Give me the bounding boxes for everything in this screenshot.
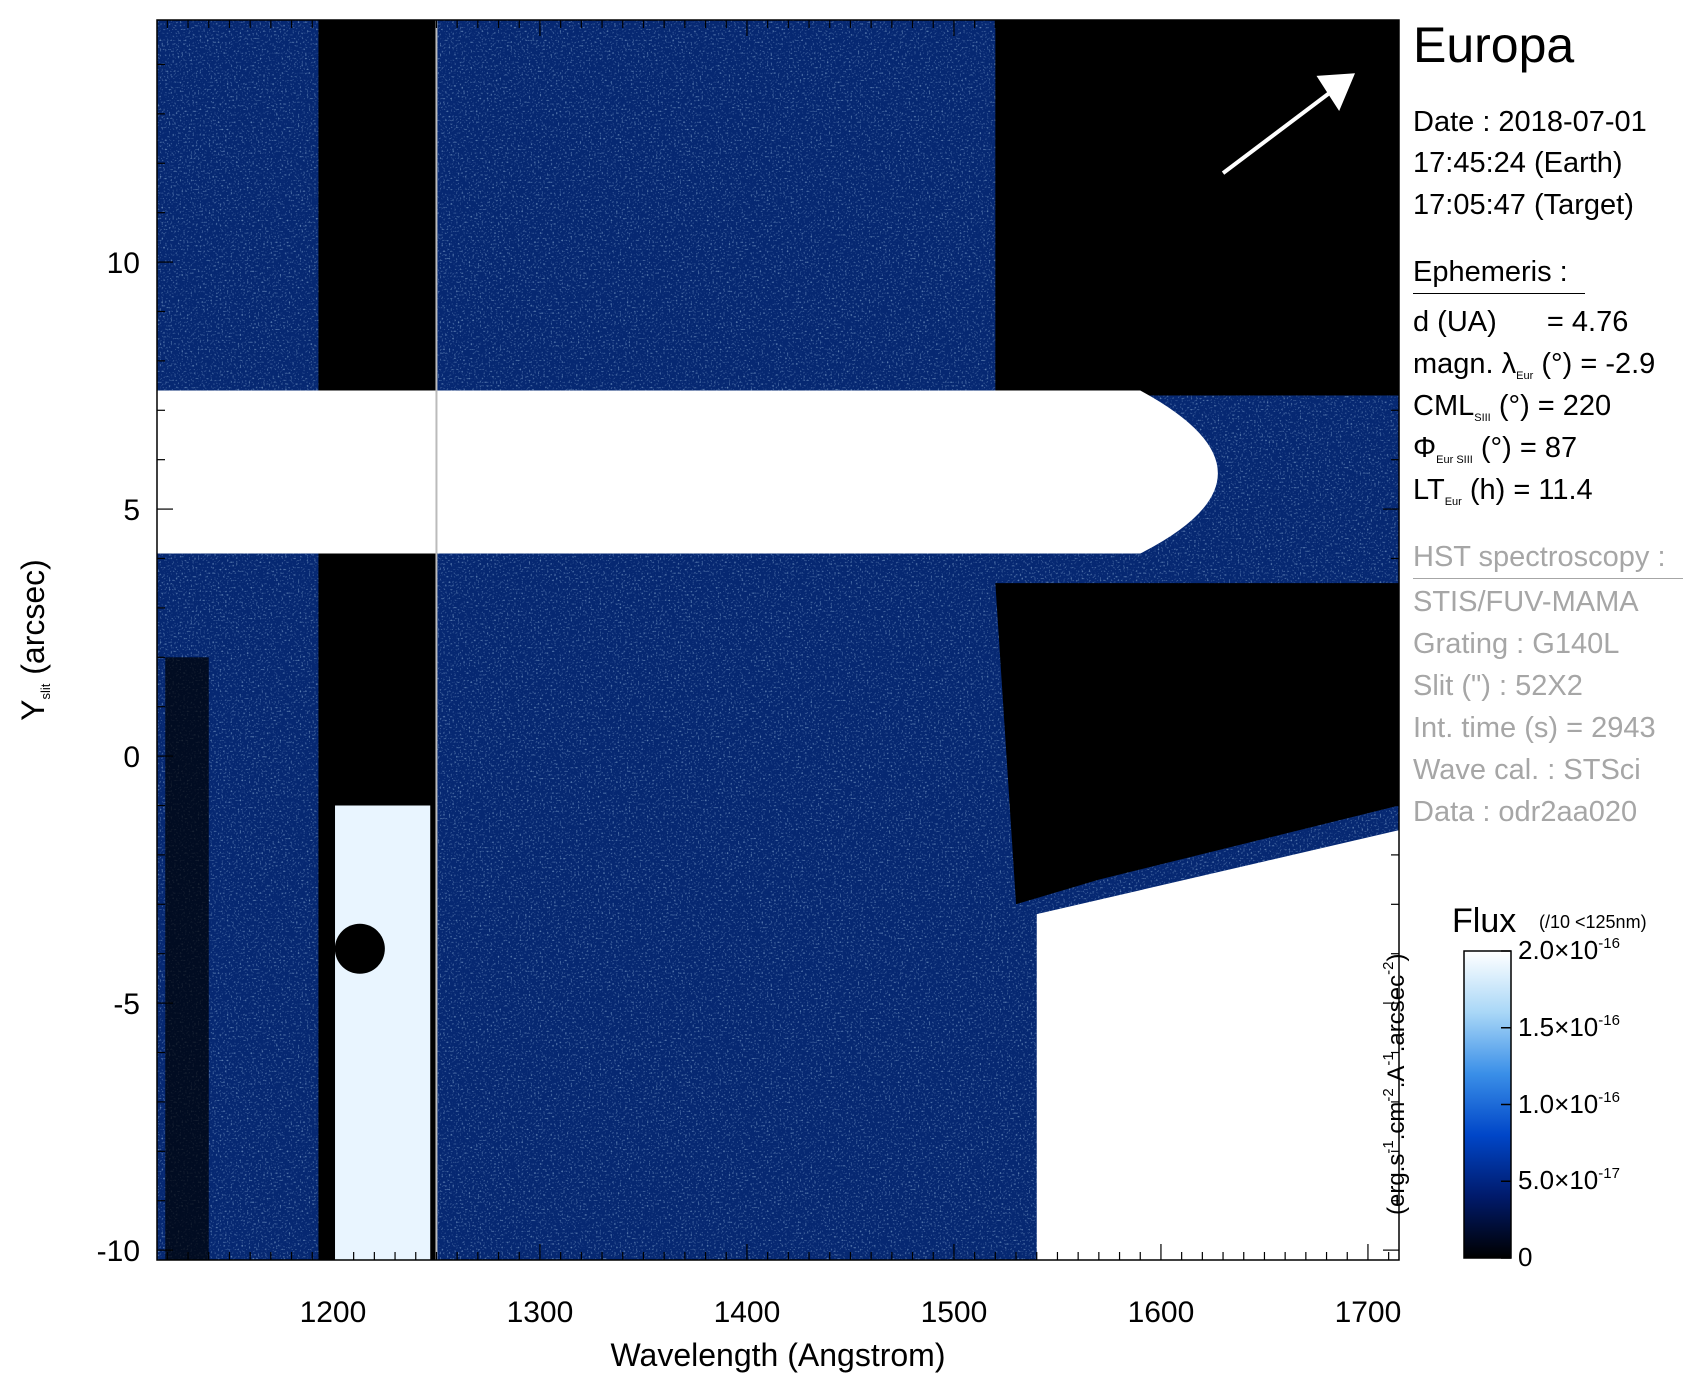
y-axis-label: Yslit (arcsec): [15, 559, 53, 721]
cml-sub: SIII: [1474, 412, 1491, 424]
hst-instrument: STIS/FUV-MAMA: [1413, 586, 1639, 618]
hst-header: HST spectroscopy :: [1413, 541, 1666, 573]
colorbar-tick-label: 5.0×10-17: [1518, 1165, 1620, 1196]
ephemeris-cml: CMLSIII (°) = 220: [1413, 389, 1611, 435]
y-tick-label: 0: [123, 741, 140, 774]
phi-value: = 87: [1519, 432, 1578, 464]
earth-time: 17:45:24 (Earth): [1413, 147, 1623, 179]
distance-label: d (UA): [1413, 306, 1497, 338]
y-tick-label: -10: [97, 1235, 140, 1268]
ephemeris-underline: [1413, 293, 1585, 294]
latitude-unit: (°): [1541, 348, 1573, 380]
y-tick-label: -5: [113, 988, 140, 1021]
phi-unit: (°): [1480, 432, 1512, 464]
x-tick-label: 1400: [714, 1296, 781, 1329]
phi-label: Φ: [1413, 432, 1437, 464]
heatmap-image: [157, 20, 1399, 1260]
ephemeris-distance: d (UA) = 4.76: [1413, 305, 1628, 339]
lt-unit: (h): [1469, 474, 1506, 506]
cml-label: CML: [1413, 390, 1475, 422]
x-tick-label: 1300: [507, 1296, 574, 1329]
saturated-emission-band: [157, 390, 1218, 554]
hst-underline: [1413, 578, 1683, 579]
colorbar-tick-label: 2.0×10-16: [1518, 935, 1620, 965]
date-line: Date : 2018-07-01: [1413, 106, 1647, 138]
target-time: 17:05:47 (Target): [1413, 189, 1634, 221]
x-tick-label: 1500: [921, 1296, 988, 1329]
europa-disk-shadow: [334, 923, 385, 974]
ephemeris-lt: LTEur (h) = 11.4: [1413, 473, 1593, 519]
hst-int-time: Int. time (s) = 2943: [1413, 712, 1656, 744]
cml-value: = 220: [1537, 390, 1612, 422]
dark-left-edge: [165, 657, 209, 1260]
latitude-value: = -2.9: [1580, 348, 1656, 380]
x-tick-label: 1600: [1128, 1296, 1195, 1329]
x-tick-label: 1200: [300, 1296, 367, 1329]
colorbar-tick-label: 1.0×10-16: [1518, 1088, 1620, 1119]
hst-data: Data : odr2aa020: [1413, 796, 1638, 828]
distance-value: = 4.76: [1546, 306, 1629, 338]
lt-sub: Eur: [1444, 496, 1462, 508]
direction-arrow-head: [1316, 73, 1356, 112]
plot-frame: [156, 19, 1400, 1261]
hst-wave-cal: Wave cal. : STSci: [1413, 754, 1641, 786]
direction-arrow: [1221, 82, 1343, 175]
lyman-alpha-bright-patch: [335, 805, 431, 1260]
target-name: Europa: [1413, 17, 1575, 73]
colorbar-unit: (erg.s-1.cm-2.A-1.arcsec-2): [1380, 953, 1410, 1215]
x-axis-label: Wavelength (Angstrom): [611, 1337, 946, 1373]
lt-label: LT: [1413, 474, 1445, 506]
colorbar-title: Flux: [1452, 902, 1517, 940]
latitude-sub: Eur: [1516, 370, 1534, 382]
colorbar: [1463, 950, 1512, 1259]
dark-region-mid-right: [995, 583, 1399, 905]
latitude-label: magn. λ: [1413, 348, 1517, 380]
colorbar-note: (/10 <125nm): [1539, 912, 1647, 932]
colorbar-tick-label: 0: [1518, 1242, 1533, 1272]
ephemeris-header: Ephemeris :: [1413, 256, 1568, 288]
x-tick-label: 1700: [1335, 1296, 1402, 1329]
phi-sub: Eur SIII: [1436, 454, 1473, 466]
white-region-lower-right: [1036, 830, 1399, 1260]
y-tick-label: 5: [123, 494, 140, 527]
hst-grating: Grating : G140L: [1413, 628, 1620, 660]
ephemeris-phi: ΦEur SIII (°) = 87: [1413, 431, 1577, 477]
y-tick-label: 10: [107, 247, 140, 280]
lt-value: = 11.4: [1513, 474, 1593, 506]
hst-slit: Slit (") : 52X2: [1413, 670, 1583, 702]
ephemeris-latitude: magn. λEur (°) = -2.9: [1413, 347, 1655, 393]
cml-unit: (°): [1498, 390, 1530, 422]
colorbar-tick-label: 1.5×10-16: [1518, 1011, 1620, 1042]
